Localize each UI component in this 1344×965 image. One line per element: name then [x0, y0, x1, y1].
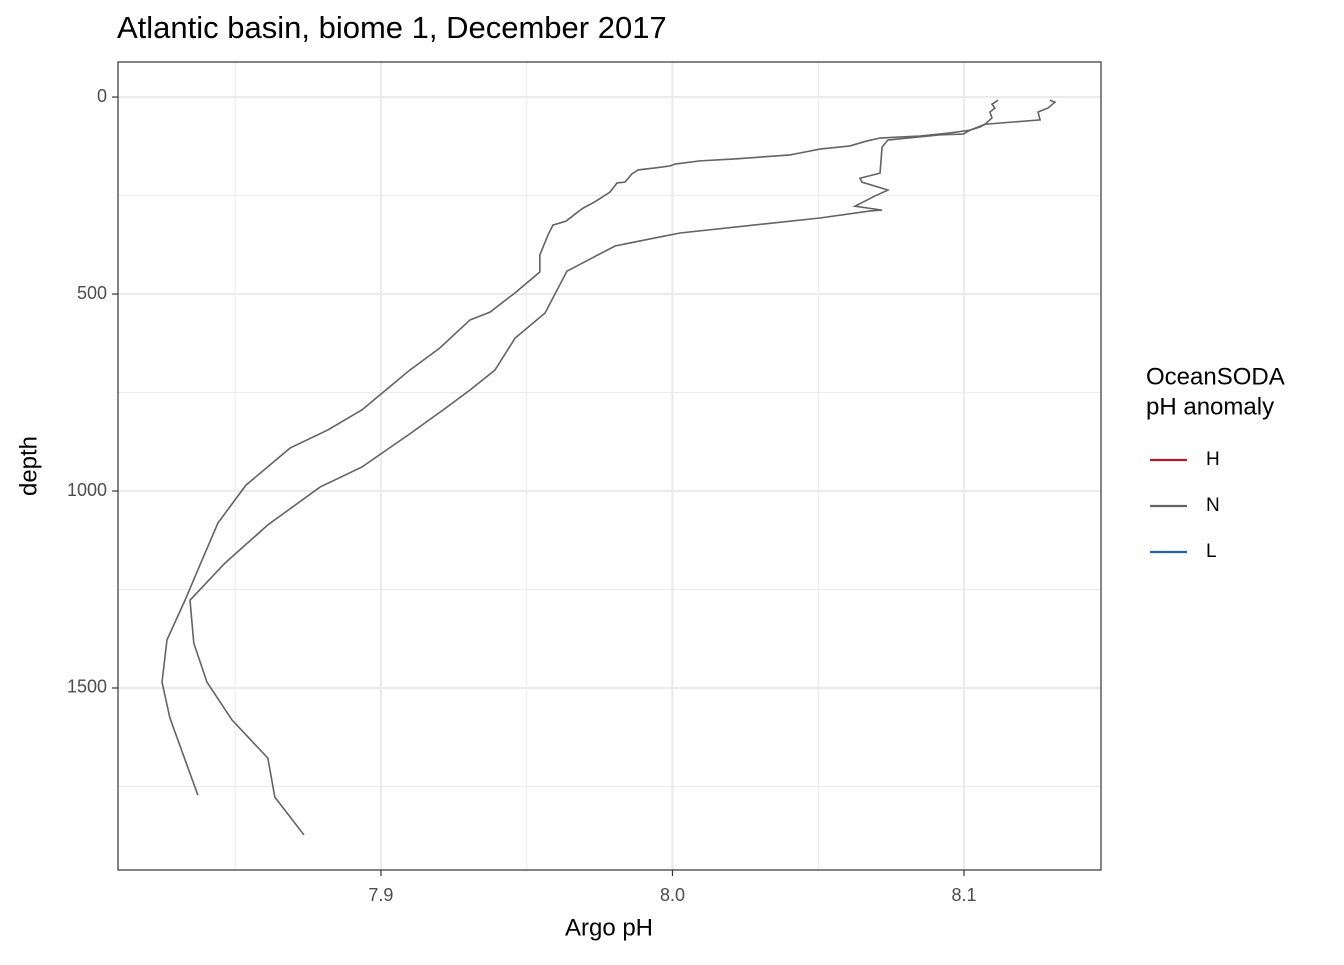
y-tick-label: 1000: [67, 480, 107, 500]
legend-title: OceanSODA: [1146, 363, 1285, 390]
x-tick-label: 8.0: [660, 885, 685, 905]
x-axis-title: Argo pH: [565, 914, 653, 941]
y-tick-label: 1500: [67, 677, 107, 697]
y-tick-label: 500: [77, 283, 107, 303]
legend-label: L: [1206, 541, 1217, 562]
panel-background: [118, 62, 1101, 870]
panel-border: [117, 61, 1102, 871]
y-tick-label: 0: [97, 86, 107, 106]
x-tick-label: 7.9: [368, 885, 393, 905]
profile-line: [189, 99, 1057, 836]
legend-title: pH anomaly: [1146, 393, 1274, 420]
y-axis-title: depth: [15, 436, 42, 496]
x-tick-label: 8.1: [951, 885, 976, 905]
legend-label: H: [1206, 449, 1220, 470]
chart-title: Atlantic basin, biome 1, December 2017: [117, 10, 667, 45]
profile-line: [161, 99, 999, 796]
legend-label: N: [1206, 495, 1220, 516]
